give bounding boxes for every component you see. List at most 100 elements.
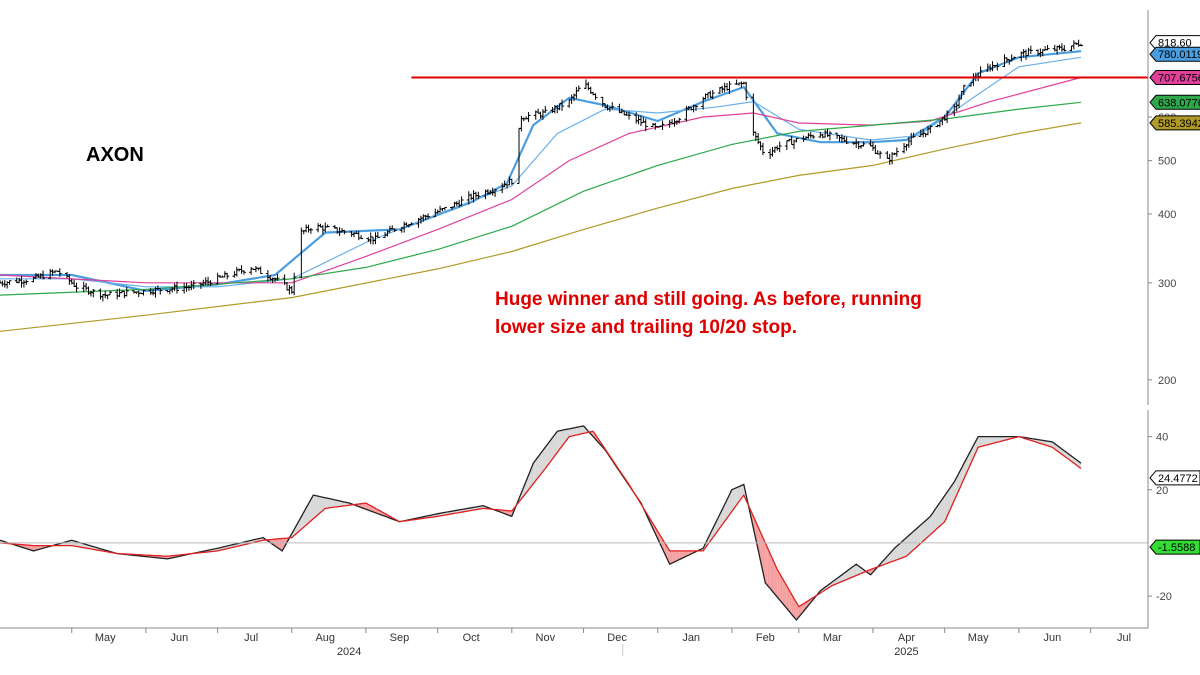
oscillator-fill-segment [33, 545, 36, 551]
oscillator-fill-segment [339, 500, 343, 507]
price-bar [24, 279, 29, 285]
oscillator-fill-segment [279, 538, 283, 551]
price-bar [7, 280, 12, 285]
price-bar [476, 191, 481, 199]
oscillator-fill-segment [949, 485, 952, 512]
price-tick-label: 400 [1158, 209, 1176, 221]
oscillator-fill-segment [884, 556, 888, 565]
price-bar [560, 99, 565, 111]
oscillator-fill-segment [303, 507, 307, 528]
price-bar [784, 140, 789, 151]
oscillator-fill-segment [332, 499, 335, 508]
oscillator-fill-segment [672, 550, 675, 564]
price-bar [775, 145, 780, 151]
price-value-tag-text: 818.60 [1158, 38, 1192, 50]
oscillator-fill-segment [727, 494, 730, 519]
oscillator-fill-segment [734, 487, 737, 509]
price-bar [208, 280, 213, 286]
oscillator-fill-segment [987, 436, 991, 445]
oscillator-fill-segment [777, 569, 780, 600]
price-bar [167, 289, 172, 295]
price-bar [820, 133, 825, 139]
ma-line-2 [0, 56, 1082, 288]
oscillator-fill-segment [554, 431, 558, 456]
price-bar [928, 125, 933, 134]
oscillator-fill-segment [999, 436, 1003, 442]
oscillator-fill-segment [896, 543, 900, 560]
price-bar [806, 132, 811, 139]
price-bar [543, 106, 548, 113]
price-bar [827, 130, 832, 141]
annotation-line-2: lower size and trailing 10/20 stop. [495, 317, 797, 338]
oscillator-fill-segment [789, 590, 792, 615]
price-bar [308, 227, 313, 234]
oscillator-fill-segment [913, 529, 917, 550]
price-bar [258, 266, 263, 275]
price-bar [84, 283, 89, 291]
oscillator-fill-segment [562, 429, 565, 447]
oscillator-fill-segment [365, 503, 369, 511]
oscillator-fill-segment [576, 426, 579, 435]
price-bar [887, 153, 892, 165]
oscillator-fill-segment [729, 489, 732, 515]
price-bar [325, 224, 330, 228]
price-bar [911, 132, 916, 139]
price-bar [442, 206, 447, 211]
price-bar [760, 142, 765, 156]
year-label: 2024 [337, 646, 361, 658]
time-tick-label: Oct [463, 632, 480, 644]
oscillator-fill-segment [767, 548, 771, 589]
price-bar [287, 285, 292, 295]
oscillator-fill-segment [676, 550, 680, 561]
oscillator-fill-segment [779, 573, 783, 603]
time-tick-label: Mar [823, 632, 842, 644]
price-bar [359, 235, 364, 240]
time-tick-label: Jun [171, 632, 189, 644]
ma-line-1 [0, 50, 1082, 293]
oscillator-fill-segment [31, 545, 34, 551]
price-value-tag-box [1149, 70, 1200, 86]
price-bar [1028, 45, 1033, 55]
oscillator-fill-segment [318, 496, 321, 515]
oscillator-fill-segment [559, 430, 563, 450]
oscillator-tick-label: -20 [1156, 591, 1172, 603]
oscillator-fill-segment [947, 488, 950, 517]
annotation-line-1: Huge winner and still going. As before, … [495, 289, 922, 310]
price-bar [239, 265, 244, 274]
price-bar [2, 279, 7, 288]
price-bar [710, 89, 715, 100]
oscillator-fill-segment [925, 518, 928, 539]
oscillator-fill-segment [935, 505, 938, 531]
price-bar [985, 63, 990, 72]
oscillator-fill-segment [954, 477, 957, 501]
price-bar [409, 222, 414, 226]
price-bar [861, 141, 866, 147]
price-bar [74, 282, 79, 293]
oscillator-fill-segment [782, 577, 785, 606]
price-value-tag: 707.6756 [1149, 70, 1200, 86]
oscillator-fill-segment [542, 447, 546, 472]
oscillator-fill-segment [277, 538, 280, 550]
price-bar [1002, 54, 1007, 68]
price-value-tag: 638.0776 [1149, 94, 1200, 110]
oscillator-fill-segment [583, 425, 586, 434]
oscillator-fill-segment [980, 436, 983, 447]
price-bar [777, 141, 782, 153]
price-bar [1059, 43, 1064, 52]
oscillator-fill-segment [538, 453, 541, 478]
oscillator-slow-line [0, 430, 1082, 608]
price-bar [292, 272, 297, 296]
price-bar [103, 290, 108, 299]
oscillator-fill-segment [990, 436, 993, 445]
price-bar [650, 123, 655, 128]
price-bar [722, 82, 727, 93]
oscillator-fill-segment [334, 499, 338, 508]
oscillator-value-tag: -1.5588 [1149, 539, 1200, 555]
oscillator-fill-segment [899, 541, 902, 559]
oscillator-fill-segment [994, 436, 998, 443]
price-value-tag: 780.0119 [1149, 46, 1200, 62]
time-tick-label: May [95, 632, 116, 644]
oscillator-fill-segment [669, 550, 673, 565]
time-tick-label: Jun [1043, 632, 1061, 644]
price-bar [136, 290, 141, 298]
